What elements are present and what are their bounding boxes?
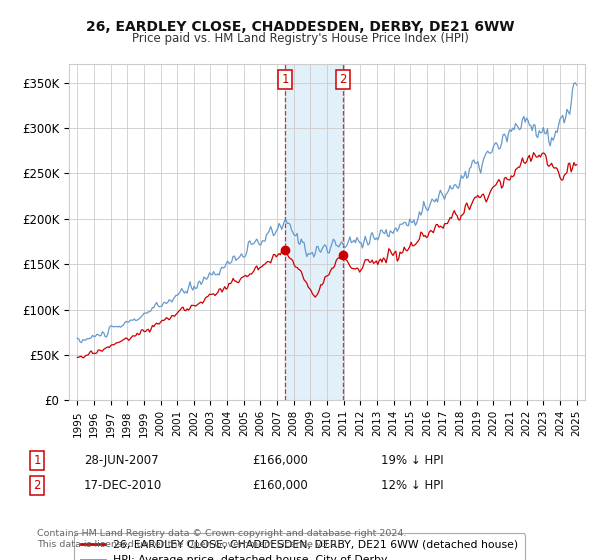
Text: 2: 2 — [34, 479, 41, 492]
Text: £166,000: £166,000 — [252, 454, 308, 467]
Text: 1: 1 — [34, 454, 41, 467]
Legend: 26, EARDLEY CLOSE, CHADDESDEN, DERBY, DE21 6WW (detached house), HPI: Average pr: 26, EARDLEY CLOSE, CHADDESDEN, DERBY, DE… — [74, 534, 525, 560]
Text: 19% ↓ HPI: 19% ↓ HPI — [381, 454, 443, 467]
Text: 1: 1 — [281, 73, 289, 86]
Text: Contains HM Land Registry data © Crown copyright and database right 2024.
This d: Contains HM Land Registry data © Crown c… — [37, 529, 407, 549]
Text: Price paid vs. HM Land Registry's House Price Index (HPI): Price paid vs. HM Land Registry's House … — [131, 32, 469, 45]
Text: 2: 2 — [339, 73, 347, 86]
Bar — [285, 64, 343, 400]
Text: £160,000: £160,000 — [252, 479, 308, 492]
Text: 12% ↓ HPI: 12% ↓ HPI — [381, 479, 443, 492]
Text: 28-JUN-2007: 28-JUN-2007 — [84, 454, 158, 467]
Text: 26, EARDLEY CLOSE, CHADDESDEN, DERBY, DE21 6WW: 26, EARDLEY CLOSE, CHADDESDEN, DERBY, DE… — [86, 20, 514, 34]
Text: 17-DEC-2010: 17-DEC-2010 — [84, 479, 162, 492]
